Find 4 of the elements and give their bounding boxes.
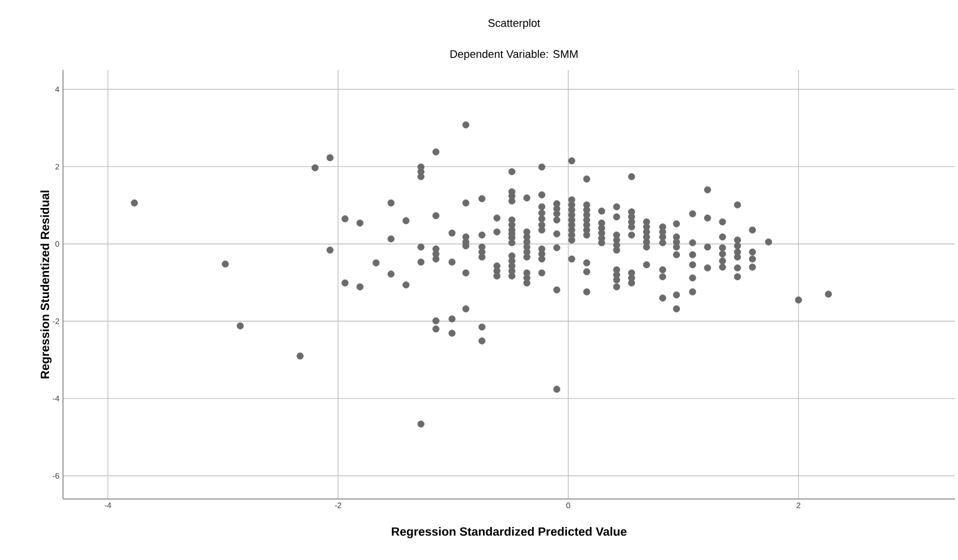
- x-axis-title: Regression Standardized Predicted Value: [392, 527, 627, 538]
- chart-subtitle: Dependent Variable: SMM: [450, 50, 578, 60]
- chart-title: Scatterplot: [488, 18, 540, 30]
- y-axis-title: Regression Studentized Residual: [40, 190, 52, 378]
